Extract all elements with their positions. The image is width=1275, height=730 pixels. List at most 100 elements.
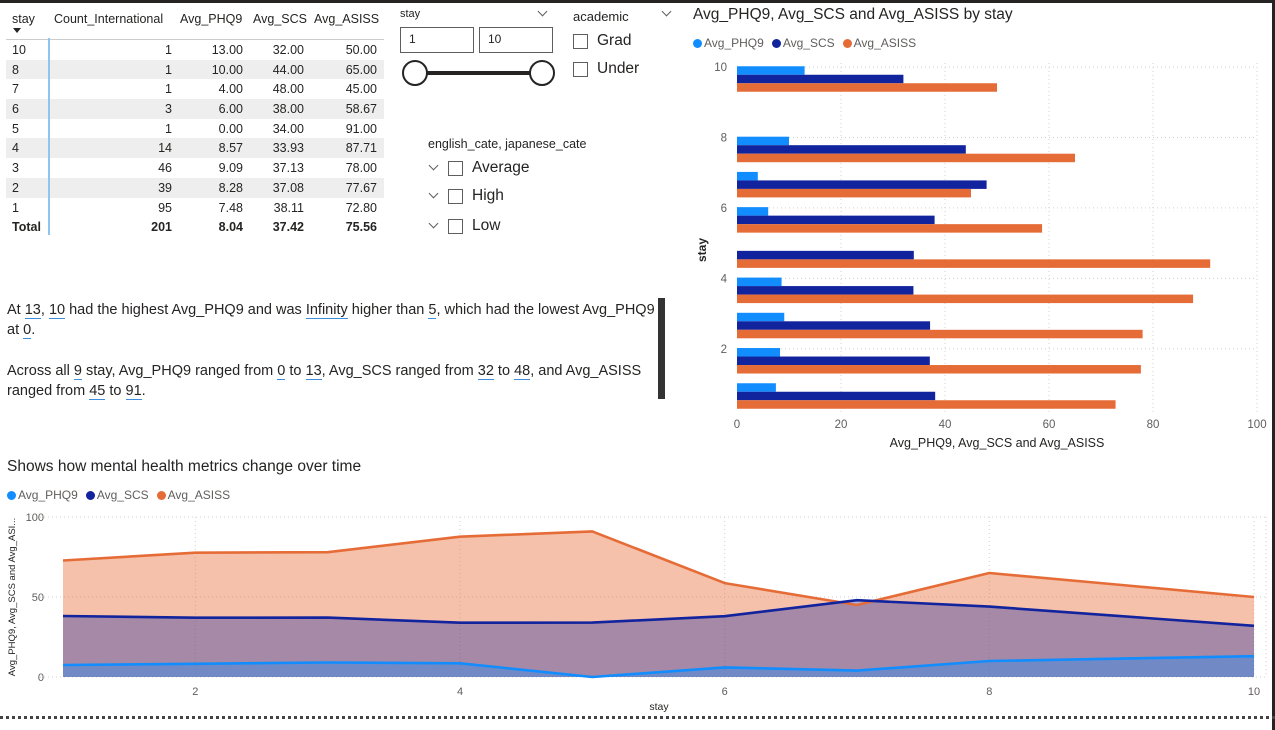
table-row[interactable]: 4 14 8.57 33.93 87.71 [6, 138, 384, 159]
legend-item-phq9[interactable]: Avg_PHQ9 [7, 488, 78, 502]
column-divider [48, 38, 50, 235]
table-row[interactable]: 6 3 6.00 38.00 58.67 [6, 99, 384, 119]
table-cell: 45.00 [345, 82, 377, 97]
stay-range-max-handle[interactable] [529, 60, 555, 86]
academic-option-under[interactable]: Under [573, 60, 639, 78]
x-tick-label: 100 [1247, 419, 1266, 431]
column-header-phq9[interactable]: Avg_PHQ9 [180, 12, 243, 26]
table-row[interactable]: 7 1 4.00 48.00 45.00 [6, 79, 384, 99]
stay-min-input[interactable]: 1 [400, 27, 474, 53]
bar-Avg_SCS-stay-10 [737, 74, 904, 84]
y-tick-label: 100 [26, 512, 44, 524]
table-cell: 1 [165, 62, 172, 77]
x-tick-label: 20 [835, 419, 848, 431]
column-header-asiss[interactable]: Avg_ASISS [314, 12, 380, 26]
bar-Avg_SCS-stay-4 [737, 286, 914, 295]
legend-item-scs[interactable]: Avg_SCS [85, 488, 149, 502]
x-tick-label: 10 [1248, 686, 1260, 698]
table-cell: 14 [158, 141, 172, 156]
table-row[interactable]: 3 46 9.09 37.13 78.00 [6, 158, 384, 178]
bar-Avg_PHQ9-stay-2 [737, 348, 781, 357]
series-line-Avg_PHQ9 [62, 654, 1255, 679]
x-tick-label: 0 [734, 419, 740, 431]
column-header-stay[interactable]: stay [12, 12, 35, 26]
table-total-row[interactable]: Total 201 8.04 37.42 75.56 [6, 217, 384, 237]
stay-max-input[interactable]: 10 [479, 27, 553, 53]
checkbox[interactable] [573, 33, 588, 49]
column-header-scs[interactable]: Avg_SCS [253, 12, 307, 26]
cate-option-average[interactable]: Average [428, 159, 530, 177]
bar-Avg_SCS-stay-5 [737, 250, 914, 260]
x-tick-label: 80 [1147, 419, 1160, 431]
chevron-down-icon[interactable] [537, 6, 548, 17]
academic-slicer-title: academic [573, 9, 629, 24]
table-row[interactable]: 10 1 13.00 32.00 50.00 [6, 40, 384, 60]
cate-option-low[interactable]: Low [428, 217, 501, 235]
table-cell: 38.00 [272, 102, 304, 117]
bar-Avg_PHQ9-stay-10 [737, 66, 805, 75]
chevron-down-icon[interactable] [661, 6, 672, 17]
table-cell: 9.09 [218, 161, 243, 176]
table-row[interactable]: 2 39 8.28 37.08 77.67 [6, 177, 384, 198]
x-tick-label: 60 [1043, 419, 1056, 431]
checkbox[interactable] [448, 218, 463, 234]
table-cell: 37.08 [272, 180, 304, 195]
y-tick-label: 8 [721, 132, 727, 144]
option-label: Average [472, 159, 530, 176]
checkbox[interactable] [448, 160, 463, 176]
table-cell: 87.71 [345, 141, 377, 156]
narrative-scrollbar[interactable] [658, 298, 665, 399]
bar-Avg_PHQ9-stay-1 [737, 383, 776, 392]
expand-chevron-icon[interactable] [428, 218, 439, 228]
table-cell: 13.00 [211, 43, 243, 57]
narrative-paragraph-2: Across all 9 stay, Avg_PHQ9 ranged from … [7, 363, 642, 400]
legend-item-asiss[interactable]: Avg_ASISS [156, 488, 230, 502]
top-border [0, 0, 1275, 3]
table-cell: 77.67 [345, 180, 377, 195]
bar-Avg_PHQ9-stay-8 [737, 136, 789, 146]
expand-chevron-icon[interactable] [428, 188, 439, 198]
checkbox[interactable] [448, 188, 463, 204]
table-row[interactable]: 1 95 7.48 38.11 72.80 [6, 198, 384, 218]
table-cell: 32.00 [272, 43, 304, 57]
expand-chevron-icon[interactable] [428, 160, 439, 170]
option-label: High [472, 187, 504, 204]
table-cell: 10 [12, 43, 26, 57]
checkbox[interactable] [573, 61, 588, 77]
stay-slicer-title: stay [400, 8, 421, 20]
table-cell: 48.00 [272, 82, 304, 97]
column-header-count[interactable]: Count_International [54, 12, 164, 26]
table-cell: 8.04 [218, 220, 243, 235]
table-cell: 50.00 [345, 43, 377, 57]
x-tick-label: 4 [457, 686, 463, 698]
table-cell: 7.48 [218, 200, 243, 215]
table-row[interactable]: 8 1 10.00 44.00 65.00 [6, 59, 384, 80]
legend-item-phq9[interactable]: Avg_PHQ9 [693, 36, 764, 50]
table-cell: 201 [151, 220, 172, 235]
table-cell: 6 [12, 102, 19, 117]
table-cell: 3 [165, 102, 172, 117]
legend-item-scs[interactable]: Avg_SCS [771, 36, 835, 50]
x-tick-label: 40 [939, 419, 952, 431]
area-fill-Avg_ASISS [63, 531, 1254, 677]
sort-descending-icon[interactable] [13, 28, 21, 33]
bar-Avg_SCS-stay-6 [737, 215, 935, 225]
table-cell: 95 [158, 200, 172, 215]
table-header: stay Count_International Avg_PHQ9 Avg_SC… [6, 6, 384, 40]
legend-item-asiss[interactable]: Avg_ASISS [842, 36, 916, 50]
table-row[interactable]: 5 1 0.00 34.00 91.00 [6, 119, 384, 139]
option-label: Grad [597, 32, 632, 49]
table-cell: 5 [12, 121, 19, 136]
bar-chart-title: Avg_PHQ9, Avg_SCS and Avg_ASISS by stay [693, 6, 1013, 23]
table-cell: 72.80 [345, 200, 377, 215]
cate-option-high[interactable]: High [428, 187, 504, 205]
stay-range-track [415, 71, 541, 75]
table-cell: 8.28 [218, 180, 243, 195]
academic-option-grad[interactable]: Grad [573, 32, 631, 50]
right-border [1272, 0, 1275, 730]
bar-Avg_ASISS-stay-8 [737, 153, 1075, 163]
option-label: Low [472, 217, 501, 234]
bar-Avg_ASISS-stay-7 [737, 188, 971, 198]
stay-range-min-handle[interactable] [402, 60, 428, 86]
table-cell: 8 [12, 62, 19, 77]
